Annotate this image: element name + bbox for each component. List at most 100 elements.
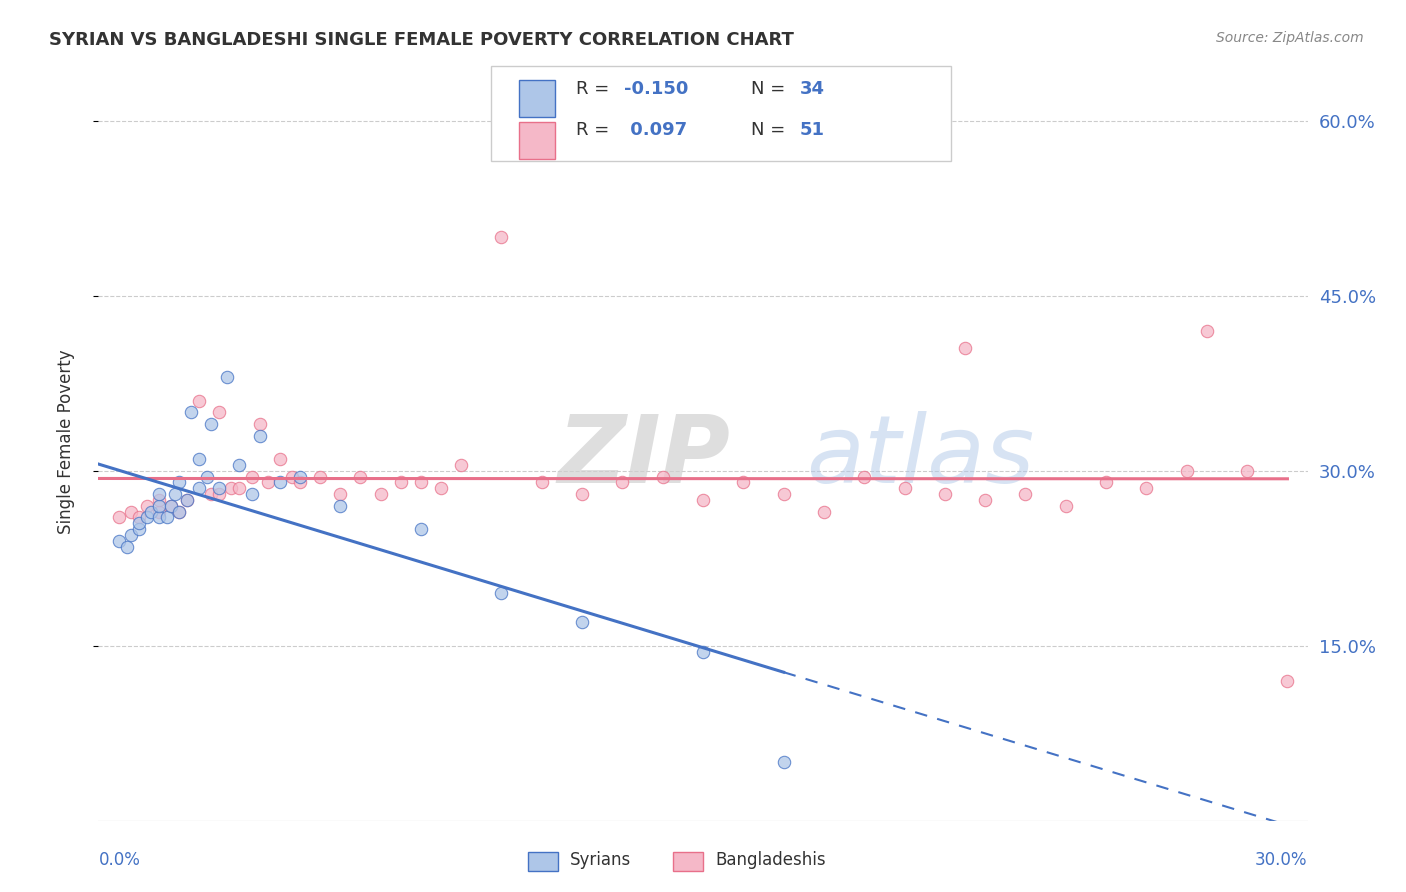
Point (249, 417, 271, 431)
Point (148, 499, 170, 513)
Text: 0.0%: 0.0% (98, 851, 141, 869)
Point (228, 481, 250, 495)
Point (128, 522, 150, 536)
Point (188, 452, 211, 467)
Point (491, 230, 513, 244)
Point (571, 615, 593, 630)
Point (228, 458, 250, 472)
Text: Syrians: Syrians (569, 851, 631, 869)
Point (430, 481, 453, 495)
Point (148, 510, 170, 524)
Point (893, 481, 915, 495)
Point (1014, 487, 1036, 501)
Point (139, 504, 162, 518)
Point (195, 469, 218, 483)
Point (692, 644, 714, 658)
Point (208, 405, 231, 419)
Point (208, 487, 231, 501)
Text: -0.150: -0.150 (624, 79, 689, 97)
Bar (519, 122, 555, 159)
Point (200, 487, 222, 501)
Point (167, 504, 190, 518)
Bar (527, 853, 558, 871)
Point (772, 756, 794, 770)
Point (176, 492, 198, 507)
Point (571, 487, 593, 501)
Point (1054, 499, 1077, 513)
Point (128, 516, 150, 531)
Point (1195, 324, 1218, 338)
Point (1135, 481, 1157, 495)
Point (288, 469, 311, 483)
Bar (672, 853, 703, 871)
Point (813, 504, 835, 518)
Text: 34: 34 (800, 79, 825, 97)
Text: ZIP: ZIP (558, 410, 731, 503)
Point (349, 469, 371, 483)
Point (974, 492, 997, 507)
Point (612, 475, 634, 490)
Point (120, 504, 142, 518)
Point (1236, 464, 1258, 478)
Point (1175, 464, 1198, 478)
Point (128, 510, 150, 524)
Point (167, 504, 190, 518)
Point (240, 469, 263, 483)
Text: atlas: atlas (806, 411, 1033, 502)
Point (256, 475, 278, 490)
FancyBboxPatch shape (492, 66, 950, 161)
Point (450, 458, 472, 472)
Point (163, 487, 186, 501)
Point (148, 504, 170, 518)
Point (180, 405, 202, 419)
Point (176, 492, 198, 507)
Point (115, 540, 138, 554)
Point (934, 487, 956, 501)
Point (249, 428, 271, 442)
Point (221, 481, 243, 495)
Text: R =: R = (576, 79, 614, 97)
Point (651, 469, 673, 483)
Point (772, 487, 794, 501)
Text: Source: ZipAtlas.com: Source: ZipAtlas.com (1216, 31, 1364, 45)
Point (160, 499, 183, 513)
Point (329, 499, 352, 513)
Point (240, 487, 263, 501)
Point (120, 528, 142, 542)
Point (409, 522, 432, 536)
Point (148, 492, 170, 507)
Point (733, 475, 755, 490)
Point (135, 499, 157, 513)
Y-axis label: Single Female Poverty: Single Female Poverty (56, 350, 75, 533)
Text: 0.097: 0.097 (624, 121, 688, 139)
Point (167, 475, 190, 490)
Point (1095, 475, 1118, 490)
Point (269, 475, 291, 490)
Point (107, 510, 129, 524)
Text: 30.0%: 30.0% (1256, 851, 1308, 869)
Text: SYRIAN VS BANGLADESHI SINGLE FEMALE POVERTY CORRELATION CHART: SYRIAN VS BANGLADESHI SINGLE FEMALE POVE… (49, 31, 794, 49)
Point (269, 452, 291, 467)
Point (217, 370, 239, 384)
Point (208, 481, 231, 495)
Point (135, 510, 157, 524)
Point (281, 469, 304, 483)
Text: R =: R = (576, 121, 614, 139)
Point (530, 475, 553, 490)
Point (188, 481, 211, 495)
Point (329, 487, 352, 501)
Point (160, 499, 183, 513)
Point (1277, 673, 1299, 688)
Point (288, 475, 311, 490)
Point (309, 469, 332, 483)
Point (148, 487, 170, 501)
Point (953, 341, 976, 355)
Point (692, 492, 714, 507)
Text: 51: 51 (800, 121, 825, 139)
Point (188, 393, 211, 408)
Text: N =: N = (751, 121, 792, 139)
Point (409, 475, 432, 490)
Point (107, 533, 129, 548)
Bar (519, 80, 555, 117)
Point (370, 487, 392, 501)
